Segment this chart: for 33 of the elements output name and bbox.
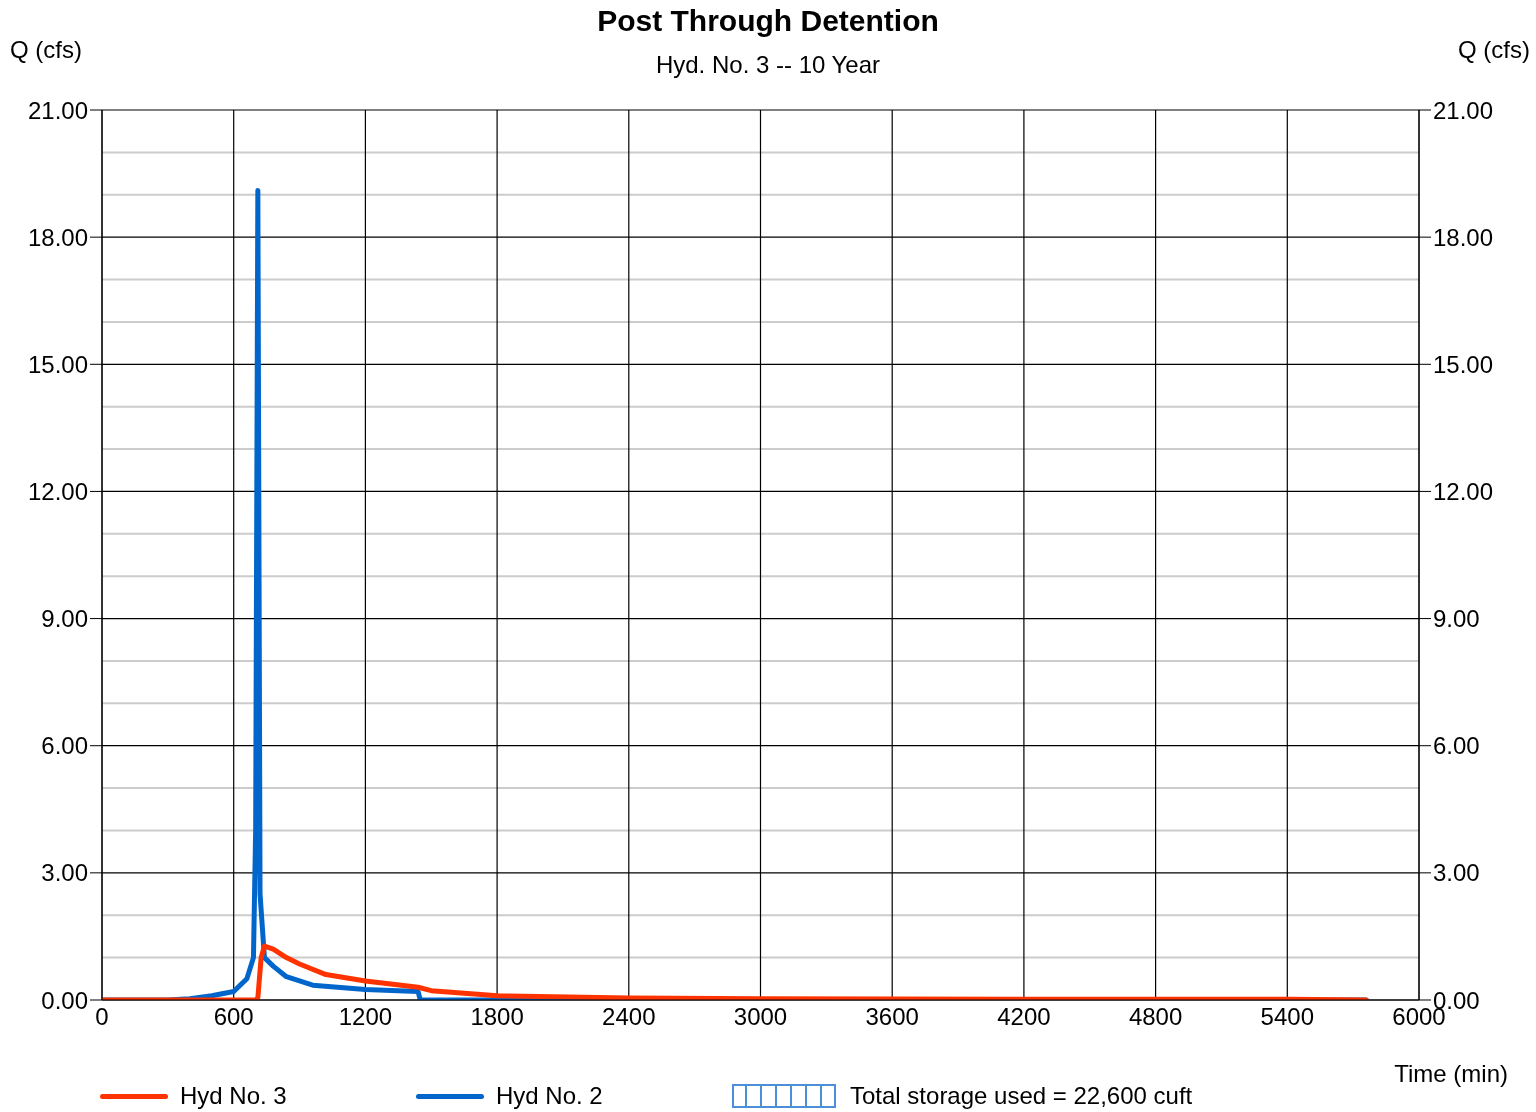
legend-label: Hyd No. 2 xyxy=(496,1082,603,1110)
y-tick-label: 0.00 xyxy=(41,986,88,1014)
y-tick-label: 15.00 xyxy=(27,350,88,378)
y-tick-label: 3.00 xyxy=(41,859,88,887)
legend-label: Hyd No. 3 xyxy=(180,1082,287,1110)
x-tick-label: 3600 xyxy=(865,1003,919,1031)
x-tick-label: 3000 xyxy=(733,1003,788,1031)
y2-tick-label: 3.00 xyxy=(1433,859,1480,887)
y-tick-label: 9.00 xyxy=(41,605,88,633)
y2-tick-label: 18.00 xyxy=(1433,223,1494,251)
x-tick-label: 1800 xyxy=(470,1003,524,1031)
x-tick-label: 4800 xyxy=(1128,1003,1183,1031)
x-tick-label: 2400 xyxy=(602,1003,656,1031)
x-tick-label: 5400 xyxy=(1260,1003,1314,1031)
x-axis-title: Time (min) xyxy=(1394,1060,1508,1088)
y2-tick-label: 6.00 xyxy=(1433,732,1480,760)
y2-tick-label: 15.00 xyxy=(1433,350,1494,378)
y-tick-label: 12.00 xyxy=(27,477,88,505)
y2-tick-label: 9.00 xyxy=(1433,605,1480,633)
x-tick-label: 600 xyxy=(213,1003,254,1031)
y-tick-label: 21.00 xyxy=(27,96,88,124)
y2-axis-title: Q (cfs) xyxy=(1458,36,1530,64)
y-axis-title: Q (cfs) xyxy=(10,36,82,64)
y-tick-label: 18.00 xyxy=(27,223,88,251)
y2-tick-label: 12.00 xyxy=(1433,477,1494,505)
x-tick-label: 0 xyxy=(95,1003,109,1031)
text: Total storage used = 22,600 cuft xyxy=(850,1082,1193,1110)
chart-subtitle: Hyd. No. 3 -- 10 Year xyxy=(655,51,881,78)
y-tick-label: 6.00 xyxy=(41,732,88,760)
x-tick-label: 1200 xyxy=(338,1003,393,1031)
y2-tick-label: 21.00 xyxy=(1433,96,1494,124)
chart-title: Post Through Detention xyxy=(597,4,939,37)
x-tick-label: 4200 xyxy=(997,1003,1051,1031)
